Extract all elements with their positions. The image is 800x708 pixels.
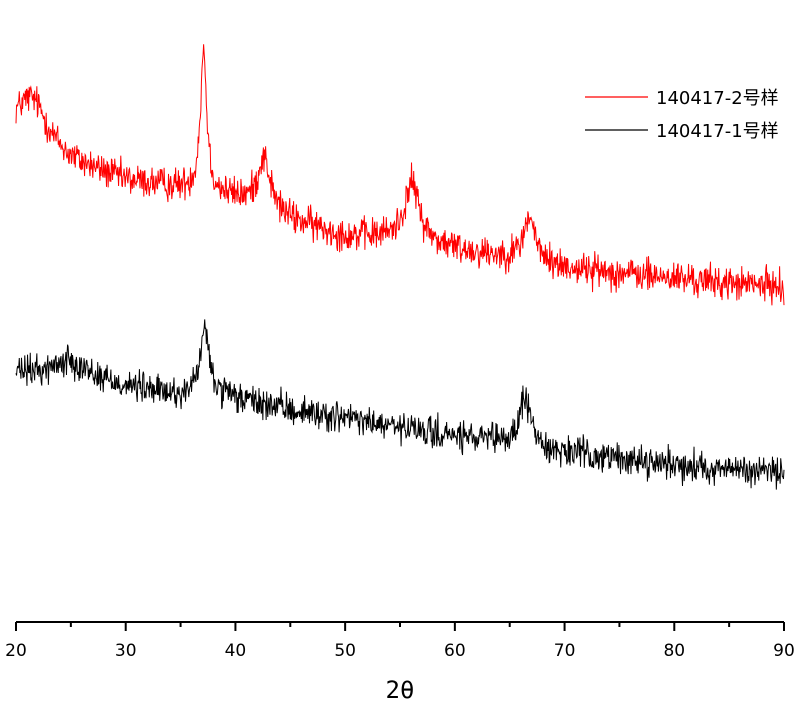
x-tick-label: 40 xyxy=(225,641,247,661)
x-tick-label: 20 xyxy=(5,641,27,661)
x-axis-ticks: 20 30 40 50 60 70 80 90 xyxy=(5,622,795,661)
series-line-1 xyxy=(15,44,785,306)
x-tick-label: 90 xyxy=(773,641,795,661)
legend-label: 140417-2号样 xyxy=(656,88,779,109)
x-tick-label: 60 xyxy=(444,641,466,661)
x-axis-title: 2θ xyxy=(386,676,415,704)
legend-label: 140417-1号样 xyxy=(656,121,779,142)
plot-area xyxy=(15,44,785,490)
legend: 140417-2号样 140417-1号样 xyxy=(585,88,779,142)
x-tick-label: 80 xyxy=(663,641,685,661)
x-tick-label: 30 xyxy=(115,641,137,661)
x-tick-label: 70 xyxy=(554,641,576,661)
series-line-2 xyxy=(15,319,785,490)
x-tick-label: 50 xyxy=(334,641,356,661)
